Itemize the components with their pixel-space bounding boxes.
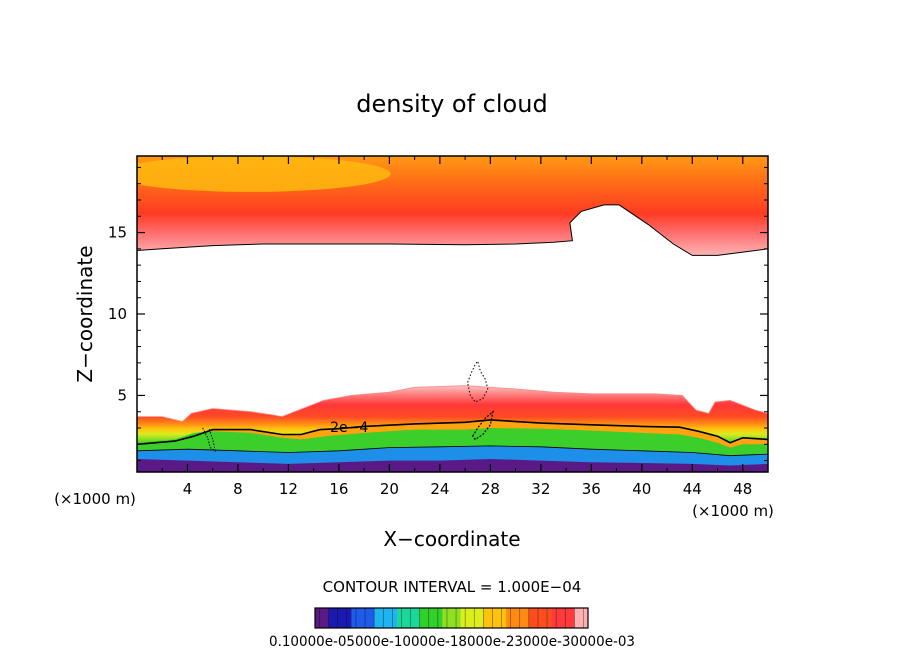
colorbar-swatch [487, 608, 493, 628]
x-unit-left: (×1000 m) [54, 490, 136, 508]
colorbar-swatch [451, 608, 457, 628]
colorbar-swatch [446, 608, 452, 628]
colorbar-swatch [456, 608, 461, 628]
colorbar-swatch [401, 608, 407, 628]
colorbar-swatch [547, 608, 552, 628]
colorbar-swatch [569, 608, 575, 628]
colorbar-swatch [424, 608, 430, 628]
y-tick-label: 15 [108, 224, 127, 242]
colorbar-swatch [519, 608, 525, 628]
colorbar-swatch [319, 608, 325, 628]
plume-contour [467, 360, 489, 403]
x-tick-label: 28 [481, 480, 500, 498]
upper-contour-line [137, 204, 768, 256]
lower-band-purple [137, 459, 768, 472]
colorbar-swatch [383, 608, 389, 628]
colorbar-swatch [346, 608, 352, 628]
x-axis-ticks: 4 8 12 16 20 24 28 32 36 40 44 48 [161, 156, 769, 498]
colorbar-swatch [506, 608, 511, 628]
colorbar-swatch [315, 608, 320, 628]
colorbar-swatch [501, 608, 507, 628]
colorbar-swatch [483, 608, 489, 628]
colorbar-swatch [374, 608, 379, 628]
x-tick-label: 32 [531, 480, 550, 498]
colorbar-swatch [437, 608, 443, 628]
colorbar-swatch [387, 608, 393, 628]
colorbar-swatch [551, 608, 557, 628]
colorbar-swatch [478, 608, 484, 628]
x-axis-label: X−coordinate [383, 527, 520, 551]
contour-2e-4-line [137, 419, 768, 446]
chart-title: density of cloud [356, 90, 547, 118]
colorbar-swatch [469, 608, 475, 628]
contour-lower-line [137, 445, 768, 457]
x-unit-right: (×1000 m) [692, 502, 774, 520]
x-tick-label: 20 [380, 480, 399, 498]
colorbar-swatch [433, 608, 439, 628]
colorbar-swatch [497, 608, 502, 628]
colorbar-swatch [324, 608, 329, 628]
colorbar-swatch [460, 608, 466, 628]
colorbar-swatch [355, 608, 361, 628]
colorbar-swatch [578, 608, 584, 628]
colorbar-swatch [415, 608, 420, 628]
contour-label-2e-4: 2e−4 [330, 420, 368, 436]
colorbar-swatch [342, 608, 348, 628]
left-plume-contour [202, 427, 216, 452]
colorbar-swatch [351, 608, 357, 628]
y-tick-label: 10 [108, 305, 127, 323]
colorbar-swatch [392, 608, 398, 628]
x-tick-label: 48 [733, 480, 752, 498]
x-tick-label: 4 [183, 480, 193, 498]
colorbar-swatch [378, 608, 384, 628]
colorbar-swatch [560, 608, 566, 628]
x-tick-label: 40 [632, 480, 651, 498]
colorbar [314, 607, 589, 629]
colorbar-swatch [583, 608, 589, 628]
colorbar-swatch [328, 608, 334, 628]
colorbar-swatch [419, 608, 425, 628]
colorbar-swatch [537, 608, 543, 628]
colorbar-swatch [492, 608, 498, 628]
colorbar-swatch [524, 608, 530, 628]
colorbar-swatch [428, 608, 434, 628]
colorbar-swatch [565, 608, 571, 628]
colorbar-swatch [528, 608, 534, 628]
colorbar-swatch [360, 608, 366, 628]
upper-core-highlight [137, 156, 391, 192]
x-tick-label: 44 [683, 480, 702, 498]
colorbar-frame [314, 607, 589, 629]
colorbar-labels: 0.10000e-05000e-10000e-18000e-23000e-300… [269, 634, 635, 650]
colorbar-swatch [396, 608, 402, 628]
x-tick-label: 36 [582, 480, 601, 498]
colorbar-swatch [533, 608, 539, 628]
colorbar-swatch [369, 608, 375, 628]
colorbar-swatch [365, 608, 370, 628]
y-tick-label: 5 [117, 386, 127, 404]
y-axis-ticks: 5 10 15 [108, 166, 768, 462]
colorbar-swatch [333, 608, 339, 628]
x-tick-label: 12 [279, 480, 298, 498]
colorbar-swatch [574, 608, 580, 628]
colorbar-swatch [465, 608, 470, 628]
colorbar-swatch [337, 608, 343, 628]
y-axis-label: Z−coordinate [73, 245, 97, 382]
colorbar-swatch [515, 608, 521, 628]
colorbar-swatch [406, 608, 411, 628]
colorbar-swatch [542, 608, 548, 628]
x-tick-label: 24 [430, 480, 449, 498]
colorbar-swatch [442, 608, 448, 628]
plume-core-contour [471, 410, 494, 441]
x-tick-label: 8 [233, 480, 243, 498]
colorbar-swatch [410, 608, 416, 628]
lower-outer-edge [137, 385, 768, 422]
x-tick-label: 16 [329, 480, 348, 498]
plot-area: 2e−4 [137, 156, 768, 472]
contour-interval-label: CONTOUR INTERVAL = 1.000E−04 [323, 578, 582, 596]
colorbar-swatch [510, 608, 516, 628]
colorbar-swatch [474, 608, 480, 628]
colorbar-swatch [556, 608, 561, 628]
